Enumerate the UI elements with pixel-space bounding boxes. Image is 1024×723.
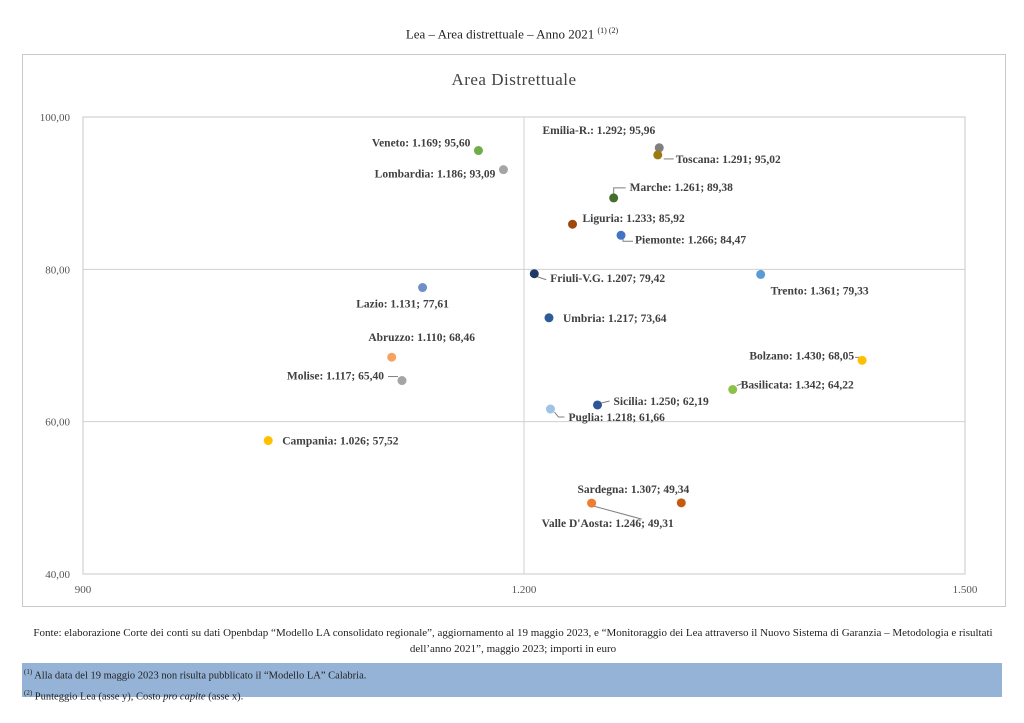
footnote-2: (2) Punteggio Lea (asse y), Costo pro ca…	[24, 685, 1002, 706]
data-label: Bolzano: 1.430; 68,05	[749, 350, 854, 362]
data-label: Liguria: 1.233; 85,92	[583, 213, 685, 225]
leader-line	[736, 383, 743, 386]
data-label: Abruzzo: 1.110; 68,46	[368, 332, 475, 344]
x-tick-label: 900	[75, 584, 92, 596]
data-label: Valle D'Aosta: 1.246; 49,31	[542, 518, 674, 530]
data-point	[728, 385, 738, 395]
footnote-2-text-b: (asse x).	[205, 691, 244, 702]
data-label: Lombardia: 1.186; 93,09	[375, 169, 496, 181]
data-label: Piemonte: 1.266; 84,47	[635, 234, 746, 246]
data-point	[498, 165, 508, 175]
data-label: Friuli-V.G. 1.207; 79,42	[550, 273, 665, 285]
data-point	[587, 498, 597, 508]
data-label: Trento: 1.361; 79,33	[771, 285, 869, 297]
data-point	[529, 269, 539, 279]
x-tick-label: 1.500	[953, 584, 978, 596]
data-label: Veneto: 1.169; 95,60	[372, 138, 471, 150]
y-tick-label: 60,00	[45, 417, 70, 429]
y-tick-label: 80,00	[45, 264, 70, 276]
source-note: Fonte: elaborazione Corte dei conti su d…	[33, 627, 993, 655]
data-label: Lazio: 1.131; 77,61	[356, 299, 449, 311]
footnotes-box: (1) Alla data del 19 maggio 2023 non ris…	[22, 663, 1002, 702]
leader-line	[554, 411, 565, 418]
scatter-chart: Area Distrettuale 40,00 60,00 80,00 100,00 90…	[40, 70, 978, 596]
figure-title-refs: (1) (2)	[597, 26, 619, 35]
data-point	[263, 436, 273, 446]
data-point	[568, 219, 578, 229]
data-point	[397, 376, 407, 386]
data-point	[616, 230, 626, 240]
data-point	[654, 143, 664, 153]
footnote-2-text-a: Punteggio Lea (asse y), Costo	[34, 691, 164, 702]
footnote-2-ref: (2)	[24, 688, 33, 697]
data-point	[857, 355, 867, 365]
leader-line	[613, 187, 626, 195]
data-label: Puglia: 1.218; 61,66	[568, 412, 665, 424]
data-point	[544, 313, 554, 323]
data-label: Toscana: 1.291; 95,02	[676, 154, 781, 166]
figure-title: Lea – Area distrettuale – Anno 2021 (1) …	[0, 26, 1024, 42]
data-label: Sicilia: 1.250; 62,19	[614, 396, 709, 408]
footnote-1-ref: (1)	[24, 668, 33, 676]
data-label: Umbria: 1.217; 73,64	[563, 313, 667, 325]
chart-title: Area Distrettuale	[451, 70, 576, 89]
data-point	[473, 146, 483, 156]
y-tick-label: 100,00	[40, 112, 71, 124]
data-point	[756, 269, 766, 279]
data-point	[676, 498, 686, 508]
data-label: Molise: 1.117; 65,40	[287, 371, 384, 383]
footnote-1-text: Alla data del 19 maggio 2023 non risulta…	[34, 670, 367, 682]
data-label: Basilicata: 1.342; 64,22	[741, 380, 854, 392]
data-label: Marche: 1.261; 89,38	[630, 182, 734, 194]
footnote-1: (1) Alla data del 19 maggio 2023 non ris…	[24, 664, 1002, 685]
data-label: Emilia-R.: 1.292; 95,96	[542, 125, 655, 137]
data-point	[387, 352, 397, 362]
figure-title-text: Lea – Area distrettuale – Anno 2021	[405, 26, 595, 42]
leader-line	[601, 400, 610, 404]
footnote-2-text-em: pro capite	[163, 691, 206, 702]
y-tick-label: 40,00	[45, 569, 70, 581]
data-label: Campania: 1.026; 57,52	[282, 436, 399, 448]
leader-line	[622, 238, 634, 242]
data-point	[545, 404, 555, 414]
leader-line	[593, 505, 642, 520]
data-point	[609, 193, 619, 203]
leader-line	[537, 276, 547, 281]
chart-frame: Area Distrettuale 40,00 60,00 80,00 100,00 90…	[22, 54, 1006, 607]
data-point	[418, 283, 428, 293]
data-point	[653, 150, 663, 160]
x-tick-label: 1.200	[512, 584, 537, 596]
data-point	[593, 400, 602, 410]
data-label: Sardegna: 1.307; 49,34	[577, 484, 689, 496]
